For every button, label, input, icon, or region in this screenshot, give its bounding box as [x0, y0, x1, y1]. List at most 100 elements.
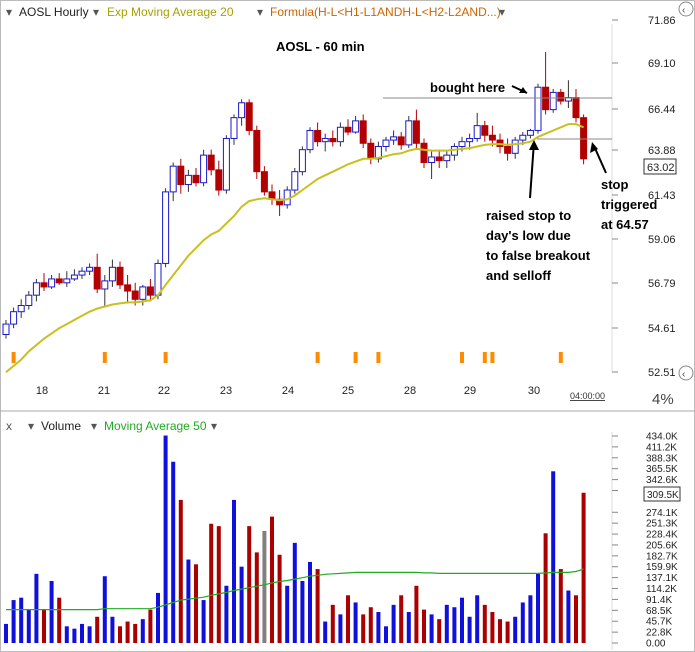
- candle: [329, 130, 337, 147]
- volume-bar: [406, 611, 411, 643]
- candle: [55, 273, 63, 285]
- ema-overlay-label[interactable]: Exp Moving Average 20: [107, 5, 234, 19]
- candle-body: [192, 174, 200, 184]
- candle: [420, 138, 428, 168]
- candle: [2, 319, 10, 339]
- candle: [146, 278, 154, 302]
- symbol-label[interactable]: AOSL Hourly: [19, 5, 89, 19]
- candle-body: [344, 126, 352, 133]
- candle-body: [93, 266, 101, 290]
- volume-bar: [19, 597, 24, 643]
- candle-body: [397, 136, 405, 146]
- volume-bar: [574, 595, 578, 643]
- stop-triggered-arrow: [593, 145, 607, 174]
- candle: [25, 291, 33, 310]
- volume-tick-label: 182.7K: [646, 551, 678, 562]
- candle: [473, 112, 481, 142]
- volume-bar: [57, 597, 62, 643]
- volume-bar: [437, 619, 442, 643]
- candle-body: [70, 274, 78, 280]
- volume-bar: [133, 623, 138, 643]
- candle: [78, 267, 86, 279]
- volume-bar: [11, 600, 16, 643]
- candle-body: [298, 149, 306, 173]
- volume-tick-label: 411.2K: [646, 442, 677, 453]
- candle: [314, 122, 322, 147]
- volume-tick-label: 228.4K: [646, 530, 678, 541]
- volume-bar: [80, 623, 84, 643]
- candle-body: [245, 102, 253, 131]
- candle: [238, 99, 246, 126]
- close-panel-icon[interactable]: x: [6, 419, 12, 433]
- price-tick-label: 59.06: [648, 234, 676, 246]
- volume-tick-label: 342.6K: [646, 475, 678, 486]
- volume-ma-label[interactable]: Moving Average 50: [104, 419, 207, 433]
- chevron-left-icon: ‹: [682, 5, 685, 16]
- volume-bar: [467, 616, 472, 643]
- volume-ma-line: [6, 568, 584, 611]
- candle: [488, 125, 496, 147]
- volume-bar: [429, 614, 434, 643]
- volume-bar: [315, 569, 320, 643]
- candle-body: [306, 129, 314, 151]
- ema-dropdown-icon[interactable]: ▾: [257, 5, 263, 19]
- volume-bar: [118, 626, 122, 643]
- volume-bar: [178, 499, 183, 643]
- candle: [86, 263, 94, 276]
- candle-body: [162, 191, 170, 264]
- candle-body: [32, 282, 40, 296]
- volume-bar: [543, 533, 548, 643]
- price-panel-header: ▾ AOSL Hourly ▾ Exp Moving Average 20 ▾ …: [6, 5, 505, 19]
- volume-bar: [490, 611, 495, 643]
- candle-body: [124, 284, 132, 292]
- volume-bar: [110, 616, 115, 643]
- volume-ma-dropdown-icon[interactable]: ▾: [91, 419, 97, 433]
- scroll-down-button[interactable]: ‹: [678, 365, 694, 381]
- date-tick-label: 24: [282, 385, 294, 397]
- formula-label[interactable]: Formula(H-L<H1-L1ANDH-L<H2-L2AND...): [270, 5, 501, 19]
- volume-ma-options-icon[interactable]: ▾: [211, 419, 217, 433]
- candle-body: [291, 171, 299, 191]
- volume-bar: [49, 580, 54, 643]
- candle-body: [101, 280, 109, 290]
- collapse-chevron-icon[interactable]: ▾: [6, 5, 12, 19]
- candle-body: [78, 270, 86, 276]
- date-tick-label: 25: [342, 385, 354, 397]
- volume-label[interactable]: Volume: [41, 419, 81, 433]
- candle-body: [139, 286, 147, 300]
- candle: [215, 160, 223, 196]
- candle: [93, 253, 101, 294]
- volume-tick-label: 68.5K: [646, 606, 672, 617]
- candle-body: [336, 126, 344, 143]
- formula-dropdown-icon[interactable]: ▾: [499, 5, 505, 19]
- volume-bar: [452, 607, 457, 643]
- volume-dropdown-icon[interactable]: ▾: [28, 419, 34, 433]
- volume-tick-label: 251.3K: [646, 519, 678, 530]
- formula-signal-marker: [460, 352, 464, 363]
- scroll-up-button[interactable]: ‹: [678, 1, 694, 17]
- candle: [101, 275, 109, 308]
- candle: [359, 114, 367, 149]
- symbol-dropdown-icon[interactable]: ▾: [93, 5, 99, 19]
- price-tick-label: 61.43: [648, 190, 676, 202]
- candle: [192, 168, 200, 187]
- candle: [397, 132, 405, 150]
- volume-bar: [87, 626, 92, 643]
- candle-body: [131, 290, 139, 300]
- volume-bar: [156, 592, 160, 643]
- volume-bar: [422, 609, 426, 643]
- current-volume-value: 309.5K: [647, 490, 679, 501]
- formula-signal-marker: [102, 352, 107, 363]
- current-price-value: 63.02: [647, 162, 675, 174]
- candle: [443, 151, 451, 168]
- volume-bar: [444, 604, 449, 643]
- candle: [352, 116, 360, 134]
- volume-bar: [285, 585, 290, 643]
- volume-bar: [163, 435, 168, 643]
- candle: [222, 135, 230, 194]
- candle-body: [25, 294, 33, 306]
- price-tick-label: 56.79: [648, 278, 676, 290]
- percent-label[interactable]: 4%: [652, 391, 674, 408]
- current-price-box: 63.02: [643, 158, 677, 175]
- candle: [245, 99, 253, 136]
